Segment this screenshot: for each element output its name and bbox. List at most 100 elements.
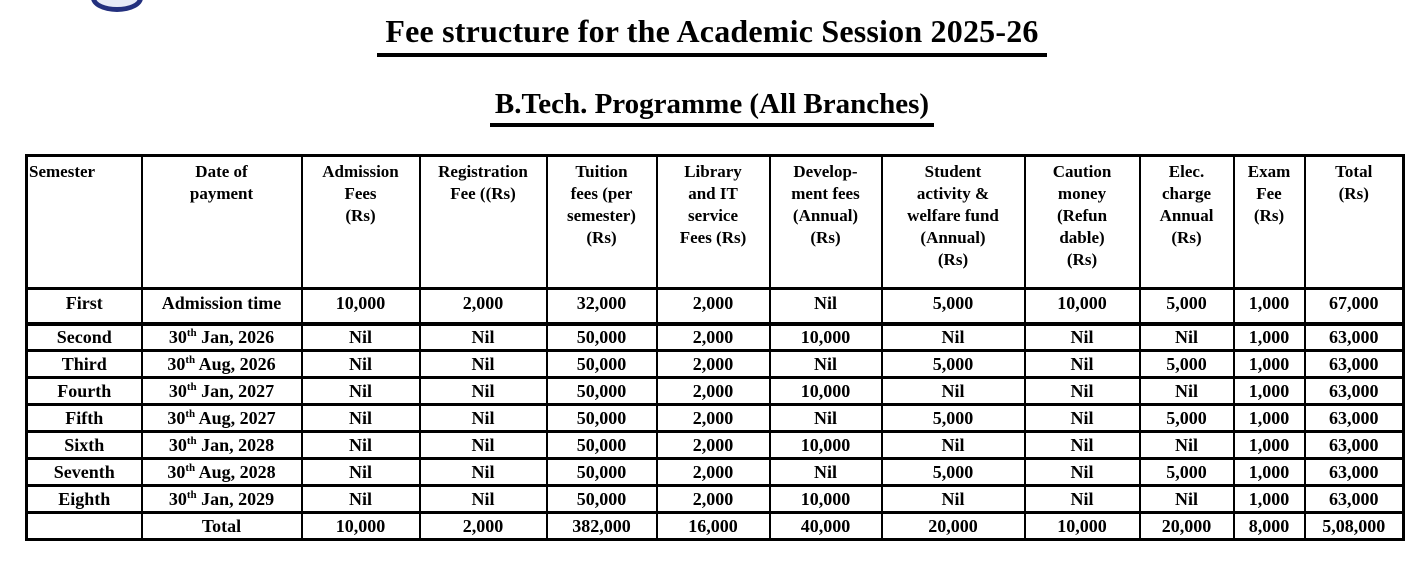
cell-date: Admission time: [140, 287, 303, 326]
column-header-tuition-fees: Tuition fees (per semester) (Rs): [545, 154, 658, 290]
cell-student-activity-fund: 5,000: [880, 349, 1026, 379]
cell-registration-fee: Nil: [418, 457, 548, 487]
cell-caution-money: Nil: [1023, 403, 1141, 433]
cell-registration-fee: Nil: [418, 403, 548, 433]
cell-library-it-fees: 2,000: [655, 287, 771, 326]
cell-tuition-fees: 50,000: [545, 322, 658, 352]
cell-admission-fees: Nil: [300, 349, 421, 379]
ordinal-suffix: th: [186, 434, 197, 447]
cell-registration-fee: Nil: [418, 484, 548, 514]
fee-table-body: First Admission time 10,000 2,000 32,000 2,00…: [25, 287, 1405, 541]
cell-development-fees: 10,000: [768, 322, 883, 352]
cell-admission-fees: Nil: [300, 403, 421, 433]
cell-date: Total: [140, 511, 303, 541]
cell-caution-money: Nil: [1023, 349, 1141, 379]
ordinal-suffix: th: [186, 488, 197, 501]
cell-caution-money: Nil: [1023, 322, 1141, 352]
cell-exam-fee: 1,000: [1232, 457, 1306, 487]
ordinal-suffix: th: [186, 326, 197, 339]
column-header-semester: Semester: [25, 154, 143, 290]
cell-tuition-fees: 50,000: [545, 349, 658, 379]
cell-date: 30th Aug, 2026: [140, 349, 303, 379]
column-header-exam-fee: Exam Fee (Rs): [1232, 154, 1306, 290]
cell-elec-charge: 5,000: [1138, 349, 1235, 379]
cell-library-it-fees: 2,000: [655, 376, 771, 406]
cell-development-fees: Nil: [768, 403, 883, 433]
cell-exam-fee: 1,000: [1232, 349, 1306, 379]
cell-caution-money: Nil: [1023, 484, 1141, 514]
cell-total: 63,000: [1303, 349, 1405, 379]
column-header-date: Date of payment: [140, 154, 303, 290]
cell-library-it-fees: 16,000: [655, 511, 771, 541]
column-header-student-activity-fund: Student activity & welfare fund (Annual)…: [880, 154, 1026, 290]
cell-development-fees: Nil: [768, 287, 883, 326]
cell-semester: First: [25, 287, 143, 326]
cell-exam-fee: 1,000: [1232, 430, 1306, 460]
cell-exam-fee: 1,000: [1232, 403, 1306, 433]
cell-date: 30th Aug, 2027: [140, 403, 303, 433]
table-row-third: Third 30th Aug, 2026 Nil Nil 50,000 2,000 Nil 5…: [25, 349, 1405, 379]
column-header-library-it-fees: Library and IT service Fees (Rs): [655, 154, 771, 290]
cell-development-fees: 10,000: [768, 484, 883, 514]
table-row-seventh: Seventh 30th Aug, 2028 Nil Nil 50,000 2,000 Ni…: [25, 457, 1405, 487]
cell-elec-charge: Nil: [1138, 484, 1235, 514]
cell-semester: Fourth: [25, 376, 143, 406]
cell-elec-charge: 5,000: [1138, 287, 1235, 326]
table-row-sixth: Sixth 30th Jan, 2028 Nil Nil 50,000 2,000 10,0…: [25, 430, 1405, 460]
page-title: Fee structure for the Academic Session 2…: [377, 13, 1047, 57]
cell-elec-charge: Nil: [1138, 322, 1235, 352]
cell-caution-money: Nil: [1023, 376, 1141, 406]
cell-admission-fees: Nil: [300, 376, 421, 406]
cell-elec-charge: 5,000: [1138, 457, 1235, 487]
cell-development-fees: Nil: [768, 349, 883, 379]
cell-semester: Second: [25, 322, 143, 352]
cell-library-it-fees: 2,000: [655, 430, 771, 460]
cell-elec-charge: Nil: [1138, 430, 1235, 460]
fee-table: Semester Date of payment Admission Fees (R…: [25, 154, 1405, 541]
cell-student-activity-fund: 5,000: [880, 403, 1026, 433]
fee-table-header-row: Semester Date of payment Admission Fees (R…: [25, 154, 1405, 290]
cell-development-fees: 40,000: [768, 511, 883, 541]
cell-tuition-fees: 50,000: [545, 376, 658, 406]
column-header-elec-charge: Elec. charge Annual (Rs): [1138, 154, 1235, 290]
cell-total: 63,000: [1303, 484, 1405, 514]
ordinal-suffix: th: [185, 461, 196, 474]
table-row-fourth: Fourth 30th Jan, 2027 Nil Nil 50,000 2,000 10,…: [25, 376, 1405, 406]
cell-elec-charge: Nil: [1138, 376, 1235, 406]
programme-subtitle: B.Tech. Programme (All Branches): [489, 88, 935, 127]
ordinal-suffix: th: [185, 353, 196, 366]
cell-admission-fees: Nil: [300, 322, 421, 352]
cell-registration-fee: Nil: [418, 349, 548, 379]
cell-caution-money: Nil: [1023, 430, 1141, 460]
cell-development-fees: 10,000: [768, 430, 883, 460]
cell-library-it-fees: 2,000: [655, 322, 771, 352]
column-header-caution-money: Caution money (Refun dable) (Rs): [1023, 154, 1141, 290]
cell-student-activity-fund: 5,000: [880, 287, 1026, 326]
cell-tuition-fees: 50,000: [545, 457, 658, 487]
cell-total: 63,000: [1303, 457, 1405, 487]
title-row: Fee structure for the Academic Session 2…: [0, 0, 1424, 57]
cell-semester: Seventh: [25, 457, 143, 487]
cell-total: 5,08,000: [1303, 511, 1405, 541]
cell-date: 30th Jan, 2027: [140, 376, 303, 406]
cell-admission-fees: 10,000: [300, 511, 421, 541]
cell-development-fees: Nil: [768, 457, 883, 487]
cell-library-it-fees: 2,000: [655, 349, 771, 379]
table-row-second: Second 30th Jan, 2026 Nil Nil 50,000 2,000 10,…: [25, 322, 1405, 352]
cell-tuition-fees: 382,000: [545, 511, 658, 541]
cell-total: 63,000: [1303, 430, 1405, 460]
cell-student-activity-fund: Nil: [880, 376, 1026, 406]
cell-date: 30th Aug, 2028: [140, 457, 303, 487]
cell-semester: Sixth: [25, 430, 143, 460]
table-row-eighth: Eighth 30th Jan, 2029 Nil Nil 50,000 2,000 10,…: [25, 484, 1405, 514]
ordinal-suffix: th: [186, 380, 197, 393]
cell-registration-fee: Nil: [418, 322, 548, 352]
table-row-first: First Admission time 10,000 2,000 32,000 2,00…: [25, 287, 1405, 326]
cell-admission-fees: 10,000: [300, 287, 421, 326]
cell-elec-charge: 20,000: [1138, 511, 1235, 541]
cell-admission-fees: Nil: [300, 457, 421, 487]
cell-student-activity-fund: Nil: [880, 430, 1026, 460]
cell-library-it-fees: 2,000: [655, 484, 771, 514]
subtitle-row: B.Tech. Programme (All Branches): [0, 88, 1424, 127]
